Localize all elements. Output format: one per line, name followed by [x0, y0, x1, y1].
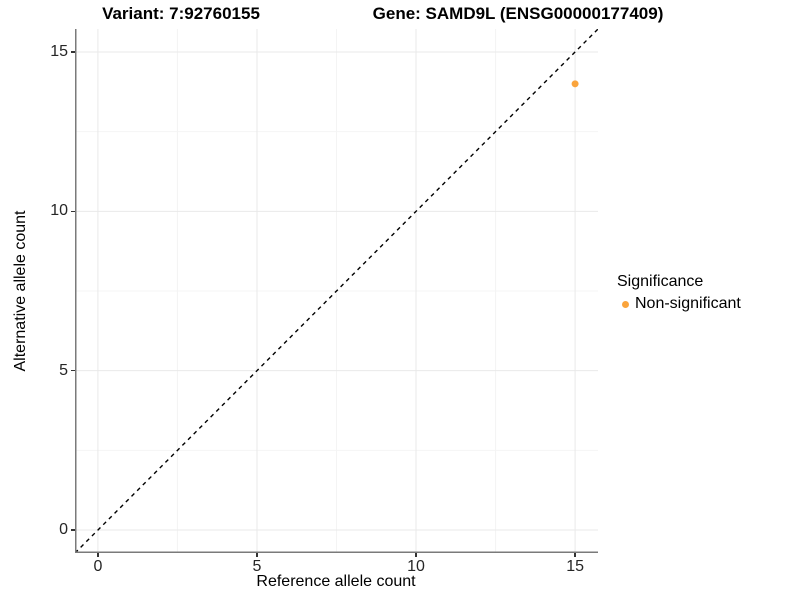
y-axis-tick-label: 5 — [59, 361, 68, 379]
y-axis-tick-mark — [71, 529, 75, 531]
plot-panel — [75, 29, 598, 553]
x-axis-tick-mark — [415, 553, 417, 557]
x-axis-tick-mark — [256, 553, 258, 557]
y-axis-tick-mark — [71, 51, 75, 53]
legend-item-label: Non-significant — [635, 295, 741, 312]
legend-point-icon — [622, 300, 629, 308]
x-axis-tick-label: 10 — [407, 558, 425, 575]
x-axis-tick-label: 15 — [566, 558, 584, 575]
plot-title-variant: Variant: 7:92760155 — [102, 4, 260, 23]
plot-title-gene: Gene: SAMD9L (ENSG00000177409) — [372, 4, 664, 23]
y-axis-tick-mark — [71, 369, 75, 372]
y-axis-tick-label: 0 — [59, 521, 68, 539]
y-axis-tick-label: 15 — [50, 42, 68, 60]
x-axis-tick-label: 5 — [252, 558, 262, 575]
x-axis-title: Reference allele count — [256, 573, 416, 590]
y-axis-title: Alternative allele count — [12, 210, 29, 372]
x-axis-tick-mark — [574, 553, 576, 557]
plot-panel-canvas — [75, 29, 598, 553]
data-point — [571, 80, 579, 88]
legend-title: Significance — [617, 273, 704, 290]
x-axis-tick-label: 0 — [93, 558, 103, 575]
y-axis-tick-label: 10 — [50, 202, 68, 220]
x-axis-tick-mark — [97, 553, 99, 557]
legend-item-non-significant: Non-significant — [617, 294, 741, 314]
legend: Significance Non-significant — [617, 272, 741, 314]
y-axis-tick-mark — [71, 210, 75, 213]
identity-reference-line — [75, 29, 598, 553]
